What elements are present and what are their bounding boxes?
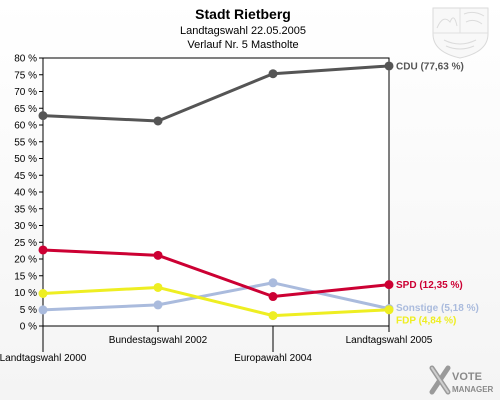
end-label-fdp: FDP (4,84 %) — [396, 315, 456, 326]
data-point-cdu — [38, 111, 48, 121]
x-tick-label: Europawahl 2004 — [234, 353, 312, 364]
y-tick-label: 15 % — [14, 271, 37, 282]
series-layer — [38, 61, 394, 321]
y-tick-label: 0 % — [20, 322, 37, 333]
chart-subtitle-2: Verlauf Nr. 5 Mastholte — [187, 39, 298, 51]
data-point-spd — [268, 292, 278, 302]
data-point-sonstige — [268, 278, 278, 288]
y-tick-label: 50 % — [14, 154, 37, 165]
data-point-spd — [38, 245, 48, 255]
data-point-fdp — [38, 289, 48, 299]
y-tick-label: 70 % — [14, 87, 37, 98]
data-point-fdp — [153, 282, 163, 292]
x-tick-label: Landtagswahl 2000 — [0, 353, 87, 364]
x-tick-label: Landtagswahl 2005 — [346, 335, 433, 346]
chart-title: Stadt Rietberg — [195, 6, 291, 22]
y-tick-label: 5 % — [20, 305, 37, 316]
y-tick-label: 45 % — [14, 171, 37, 182]
series-line-fdp — [42, 285, 390, 318]
end-label-sonstige: Sonstige (5,18 %) — [396, 303, 479, 314]
y-tick-label: 25 % — [14, 238, 37, 249]
data-point-cdu — [268, 69, 278, 79]
data-point-spd — [153, 250, 163, 260]
end-label-spd: SPD (12,35 %) — [396, 280, 463, 291]
data-point-sonstige — [153, 300, 163, 310]
chart-subtitle: Landtagswahl 22.05.2005 — [180, 25, 306, 37]
end-labels: CDU (77,63 %) SPD (12,35 %) Sonstige (5,18… — [396, 61, 479, 326]
vote-manager-logo: VOTE MANAGER — [429, 365, 494, 395]
nrw-coat-of-arms-icon — [432, 7, 489, 59]
end-label-cdu: CDU (77,63 %) — [396, 61, 464, 72]
x-axis: Landtagswahl 2000 Bundestagswahl 2002 Euro… — [0, 326, 433, 364]
series-line-spd — [42, 248, 390, 299]
y-tick-label: 20 % — [14, 255, 37, 266]
y-tick-label: 60 % — [14, 121, 37, 132]
data-point-sonstige — [38, 305, 48, 315]
y-tick-label: 35 % — [14, 204, 37, 215]
data-point-spd — [384, 280, 394, 290]
data-point-cdu — [153, 116, 163, 126]
series-line-sonstige — [42, 281, 390, 312]
vote-manager-x-icon — [429, 365, 451, 395]
y-axis: 0 % 5 % 10 % 15 % 20 % 25 % 30 % 35 % 40 % 45 % 50… — [14, 54, 43, 333]
data-point-fdp — [268, 311, 278, 321]
y-tick-label: 55 % — [14, 137, 37, 148]
logo-line-1: VOTE — [452, 371, 482, 383]
y-tick-label: 30 % — [14, 221, 37, 232]
y-tick-label: 10 % — [14, 288, 37, 299]
y-tick-label: 75 % — [14, 70, 37, 81]
logo-line-2: MANAGER — [452, 385, 494, 394]
x-tick-label: Bundestagswahl 2002 — [109, 335, 208, 346]
y-tick-label: 80 % — [14, 54, 37, 65]
series-line-cdu — [42, 64, 390, 123]
y-tick-label: 40 % — [14, 188, 37, 199]
data-point-cdu — [384, 61, 394, 71]
y-tick-label: 65 % — [14, 104, 37, 115]
data-point-fdp — [384, 305, 394, 315]
